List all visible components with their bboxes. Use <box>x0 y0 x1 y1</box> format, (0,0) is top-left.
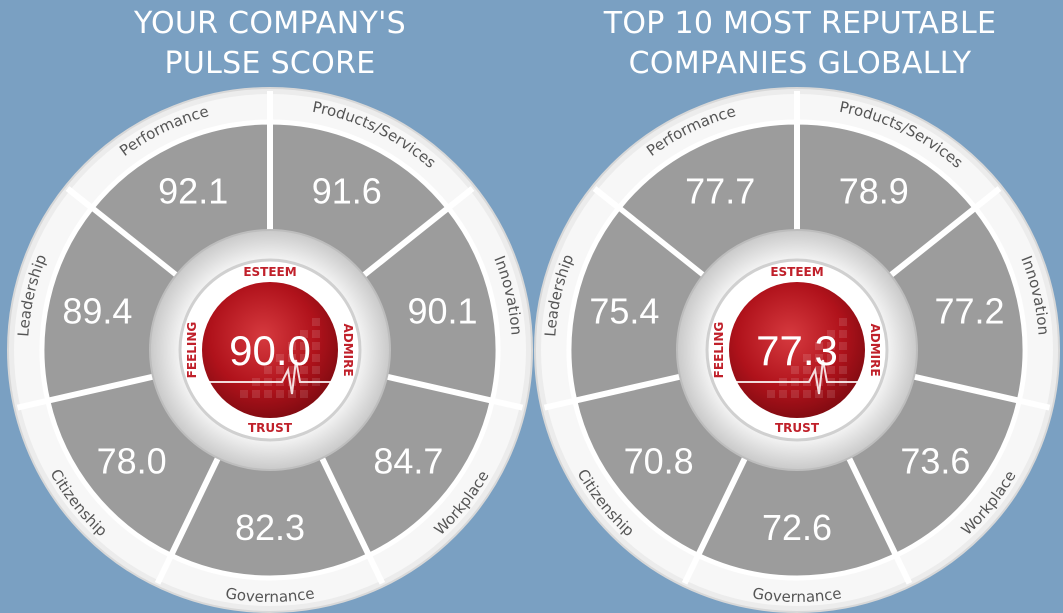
segment-divider <box>318 455 386 585</box>
center-grid-cell <box>827 330 835 338</box>
segment-divider <box>845 455 913 585</box>
segment-value: 78.9 <box>839 171 909 212</box>
segment-value: 75.4 <box>589 291 659 332</box>
center-score: 77.3 <box>756 327 838 374</box>
segment-divider <box>543 373 683 411</box>
segment-value: 82.3 <box>235 507 305 548</box>
chart-title-right: TOP 10 MOST REPUTABLE COMPANIES GLOBALLY <box>570 4 1030 84</box>
center-grid-cell <box>767 390 775 398</box>
pulse-line <box>204 359 334 395</box>
center-red-disc <box>202 282 338 418</box>
center-grid-cell <box>312 366 320 374</box>
center-label-esteem: ESTEEM <box>243 265 296 279</box>
segment-divider <box>154 455 222 585</box>
center-grid-cell <box>312 330 320 338</box>
center-grid-cell <box>839 366 847 374</box>
center-grid-cell <box>288 366 296 374</box>
center-grid-cell <box>312 342 320 350</box>
center-grid-cell <box>288 354 296 362</box>
segment-value: 89.4 <box>62 291 132 332</box>
center-grid-cell <box>240 390 248 398</box>
center-label-trust: TRUST <box>248 421 293 435</box>
segment-value: 70.8 <box>624 440 694 481</box>
segment-divider <box>360 186 475 279</box>
center-grid-cell <box>827 366 835 374</box>
center-grid-cell <box>312 318 320 326</box>
center-grid-cell <box>839 342 847 350</box>
wheel-company: 92.1Performance91.6Products/Services90.1… <box>7 87 533 613</box>
center-grid-cell <box>815 354 823 362</box>
segment-divider <box>16 373 156 411</box>
segment-value: 77.7 <box>685 171 755 212</box>
segment-value: 91.6 <box>312 171 382 212</box>
center-score: 90.0 <box>229 327 311 374</box>
center-label-feeling: FEELING <box>712 322 726 379</box>
center-grid-cell <box>288 378 296 386</box>
segment-divider <box>911 373 1051 411</box>
center-label-admire: ADMIRE <box>341 323 355 376</box>
center-grid-cell <box>803 366 811 374</box>
segment-divider <box>384 373 524 411</box>
center-grid-cell <box>276 354 284 362</box>
center-grid-cell <box>312 354 320 362</box>
center-grid-cell <box>827 390 835 398</box>
title-left-line2: PULSE SCORE <box>164 46 376 81</box>
center-grid-cell <box>300 390 308 398</box>
center-grid-cell <box>252 390 260 398</box>
center-grid-cell <box>815 378 823 386</box>
center-grid-cell <box>300 354 308 362</box>
chart-title-left: YOUR COMPANY'S PULSE SCORE <box>60 4 480 84</box>
center-grid-cell <box>791 366 799 374</box>
center-grid-cell <box>815 342 823 350</box>
segment-divider <box>887 186 1002 279</box>
center-label-feeling: FEELING <box>185 322 199 379</box>
center-grid-cell <box>827 354 835 362</box>
center-grid-cell <box>839 318 847 326</box>
center-label-admire: ADMIRE <box>868 323 882 376</box>
segment-divider <box>681 455 749 585</box>
center-red-disc <box>729 282 865 418</box>
center-label-esteem: ESTEEM <box>770 265 823 279</box>
center-grid-cell <box>300 342 308 350</box>
segment-label: Governance <box>224 584 315 606</box>
pulse-line <box>731 359 861 395</box>
center-grid-cell <box>300 330 308 338</box>
center-grid-cell <box>839 330 847 338</box>
center-grid-cell <box>803 390 811 398</box>
segment-value: 72.6 <box>762 507 832 548</box>
segment-value: 78.0 <box>97 440 167 481</box>
center-grid-cell <box>827 342 835 350</box>
center-label-trust: TRUST <box>775 421 820 435</box>
center-grid-cell <box>300 366 308 374</box>
segment-value: 84.7 <box>373 440 443 481</box>
center-grid-cell <box>276 366 284 374</box>
center-grid-cell <box>288 342 296 350</box>
title-right-line2: COMPANIES GLOBALLY <box>628 46 972 81</box>
segment-value: 77.2 <box>935 291 1005 332</box>
center-grid-cell <box>839 354 847 362</box>
segment-label: Governance <box>751 584 842 606</box>
center-grid-cell <box>803 354 811 362</box>
center-grid-cell <box>276 390 284 398</box>
segment-value: 90.1 <box>408 291 478 332</box>
segment-value: 92.1 <box>158 171 228 212</box>
title-left-line1: YOUR COMPANY'S <box>133 6 407 41</box>
center-grid-cell <box>264 390 272 398</box>
center-grid-cell <box>791 390 799 398</box>
center-grid-cell <box>815 366 823 374</box>
title-right-line1: TOP 10 MOST REPUTABLE <box>603 6 997 41</box>
center-grid-cell <box>779 390 787 398</box>
segment-value: 73.6 <box>900 440 970 481</box>
wheel-top10: 77.7Performance78.9Products/Services77.2… <box>534 87 1060 613</box>
center-grid-cell <box>264 366 272 374</box>
